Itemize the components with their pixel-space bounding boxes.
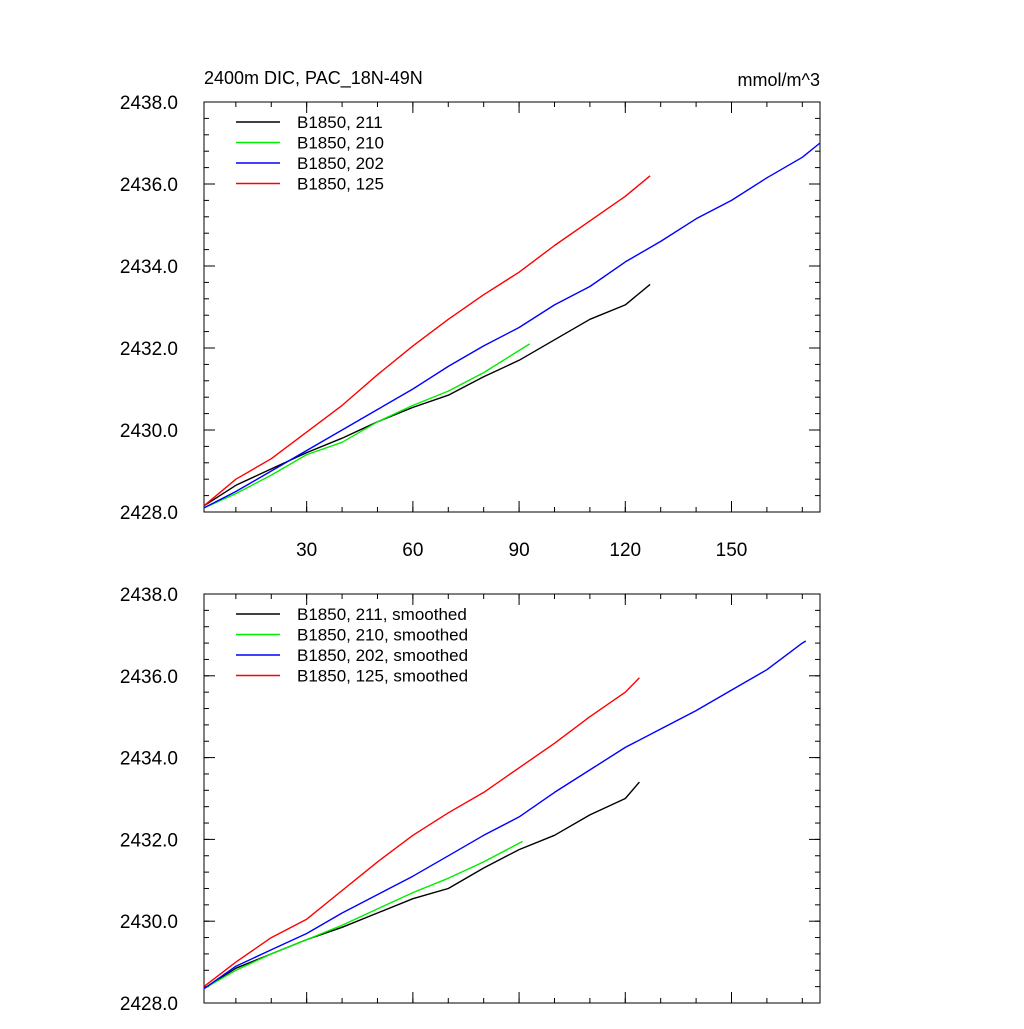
units-label: mmol/m^3: [738, 70, 820, 90]
x-tick-label: 90: [509, 540, 530, 561]
legend-label: B1850, 125, smoothed: [297, 667, 468, 686]
legend-label: B1850, 202: [297, 154, 384, 173]
bottom-panel: 2428.0 2430.0 2432.0 2434.0 2436.0 2438.0 B185…: [120, 585, 821, 1015]
series-line-3: [203, 640, 807, 990]
y-tick-label: 2428.0: [120, 994, 178, 1015]
y-tick-label: 2436.0: [120, 667, 178, 688]
y-tick-label: 2438.0: [120, 93, 178, 114]
y-tick-label: 2430.0: [120, 912, 178, 933]
y-tick-label: 2432.0: [120, 339, 178, 360]
series-line-4: [203, 175, 651, 507]
series-line-1: [203, 781, 640, 990]
y-tick-label: 2432.0: [120, 830, 178, 851]
y-tick-label: 2434.0: [120, 749, 178, 770]
legend-label: B1850, 202, smoothed: [297, 646, 468, 665]
legend-label: B1850, 210: [297, 134, 384, 153]
y-tick-label: 2438.0: [120, 585, 178, 606]
legend-label: B1850, 211: [297, 113, 383, 132]
series-line-3: [203, 142, 821, 509]
series-line-1: [203, 283, 651, 507]
y-tick-label: 2430.0: [120, 421, 178, 442]
chart-title: 2400m DIC, PAC_18N-49N: [204, 68, 423, 89]
series-line-2: [203, 343, 531, 509]
legend-label: B1850, 125: [297, 175, 384, 194]
plot-frame-bottom: [203, 593, 821, 1004]
legend-label: B1850, 211, smoothed: [297, 605, 467, 624]
legend-label: B1850, 210, smoothed: [297, 626, 468, 645]
x-tick-label: 30: [296, 540, 317, 561]
y-tick-label: 2436.0: [120, 175, 178, 196]
y-tick-label: 2428.0: [120, 503, 178, 524]
x-tick-label: 150: [716, 540, 748, 561]
series-line-2: [203, 840, 523, 990]
x-tick-label: 60: [402, 540, 423, 561]
top-panel: 2428.0 2430.0 2432.0 2434.0 2436.0 2438.0 30 60…: [120, 93, 821, 561]
series-line-4: [203, 677, 640, 988]
x-tick-label: 120: [609, 540, 641, 561]
plot-frame-top: [203, 101, 821, 513]
y-tick-label: 2434.0: [120, 257, 178, 278]
